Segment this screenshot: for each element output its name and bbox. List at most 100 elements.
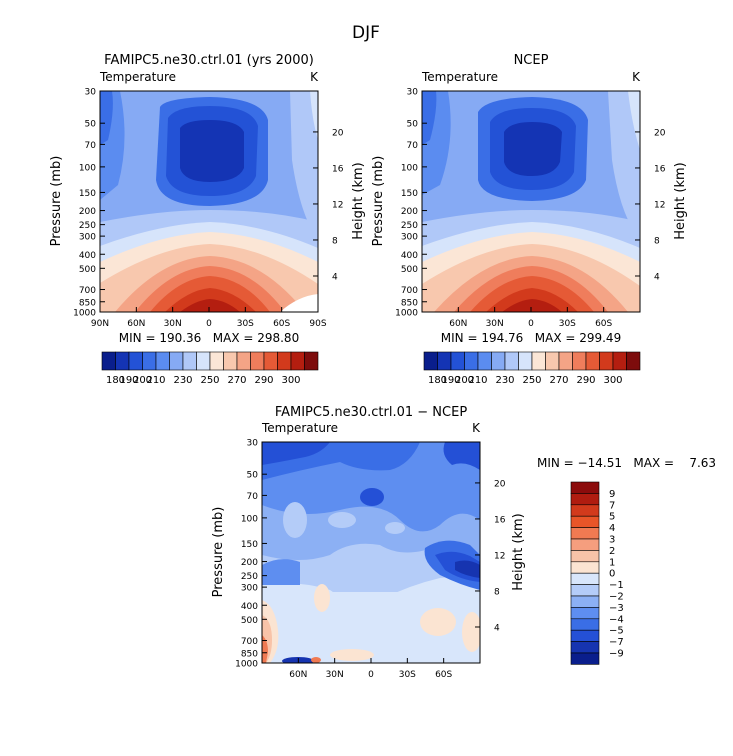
- contour-band: [443, 442, 480, 470]
- colorbar-swatch: [477, 351, 492, 371]
- x-tick-label: 60N: [449, 319, 467, 329]
- colorbar-swatch: [223, 351, 238, 371]
- y-tick-label: 150: [241, 540, 258, 550]
- y-tick-label: 850: [79, 298, 96, 308]
- colorbar-label: 270: [227, 375, 246, 386]
- colorbar-swatch: [182, 351, 197, 371]
- y-tick-label: 200: [401, 207, 418, 217]
- colorbar-swatch: [304, 351, 319, 371]
- contour-band: [328, 512, 356, 528]
- contour-band: [314, 584, 330, 612]
- y2-tick-label: 16: [654, 164, 666, 174]
- colorbar-label: −9: [609, 649, 624, 660]
- x-tick-label: 90S: [309, 319, 326, 329]
- contour-band: [422, 91, 437, 145]
- colorbar-swatch: [263, 351, 278, 371]
- colorbar-swatch: [570, 527, 600, 540]
- contour-band: [502, 299, 562, 312]
- colorbar-label: 200: [455, 375, 474, 386]
- x-tick-label: 30S: [559, 319, 576, 329]
- panel-diff-ylabel: Pressure (mb): [211, 507, 226, 598]
- colorbar-label: 3: [609, 535, 615, 546]
- panel-diff-stats: MIN = −14.51 MAX = 7.63: [537, 456, 716, 470]
- colorbar-swatch: [570, 629, 600, 642]
- colorbar-swatch: [545, 351, 560, 371]
- colorbar-swatch: [142, 351, 157, 371]
- panel-diff-y2label: Height (km): [511, 513, 526, 590]
- colorbar-label: 290: [576, 375, 595, 386]
- x-tick-label: 30S: [237, 319, 254, 329]
- colorbar-label: 9: [609, 489, 615, 500]
- panel-obs-stats: MIN = 194.76 MAX = 299.49: [441, 331, 621, 345]
- x-tick-label: 0: [206, 319, 212, 329]
- contour-band: [330, 649, 374, 661]
- y-tick-label: 700: [241, 637, 258, 647]
- panel-model-y2label: Height (km): [351, 162, 366, 239]
- colorbar-swatch: [570, 550, 600, 563]
- colorbar-swatch: [570, 481, 600, 494]
- y-tick-label: 700: [401, 286, 418, 296]
- colorbar-swatch: [612, 351, 627, 371]
- y-tick-label: 70: [407, 141, 419, 151]
- panel-obs-y2label: Height (km): [673, 162, 688, 239]
- colorbar-label: −2: [609, 592, 624, 603]
- y-tick-label: 400: [401, 251, 418, 261]
- colorbar-swatch: [450, 351, 465, 371]
- panel-diff-field: [262, 442, 480, 663]
- panel-diff: FAMIPC5.ne30.ctrl.01 − NCEP Temperature …: [211, 405, 716, 680]
- colorbar-label: 5: [609, 512, 615, 523]
- y-tick-label: 100: [241, 514, 258, 524]
- contour-band: [180, 120, 244, 182]
- colorbar-label: 7: [609, 500, 615, 511]
- colorbar-label: 230: [173, 375, 192, 386]
- colorbar-swatch: [504, 351, 519, 371]
- panel-model-title: FAMIPC5.ne30.ctrl.01 (yrs 2000): [104, 53, 314, 68]
- colorbar-swatch: [290, 351, 305, 371]
- y-tick-label: 850: [241, 649, 258, 659]
- colorbar-label: 300: [603, 375, 622, 386]
- colorbar-swatch: [570, 493, 600, 506]
- y-tick-label: 200: [79, 207, 96, 217]
- colorbar-swatch: [570, 607, 600, 620]
- contour-band: [420, 608, 456, 636]
- panel-model-field: [100, 91, 318, 312]
- panel-model-variable: Temperature: [99, 70, 176, 84]
- colorbar-swatch: [570, 652, 600, 665]
- contour-band: [608, 91, 640, 240]
- y2-tick-label: 8: [332, 236, 338, 246]
- colorbar-swatch: [570, 641, 600, 654]
- y2-tick-label: 16: [332, 164, 344, 174]
- contour-band: [311, 657, 321, 663]
- y-tick-label: 500: [241, 616, 258, 626]
- y2-tick-label: 4: [332, 272, 338, 282]
- colorbar-swatch: [570, 561, 600, 574]
- x-tick-label: 60S: [273, 319, 290, 329]
- colorbar-swatch: [277, 351, 292, 371]
- y2-tick-label: 20: [494, 479, 506, 489]
- colorbar-label: 250: [522, 375, 541, 386]
- panel-diff-units: K: [472, 421, 481, 435]
- y-tick-label: 70: [85, 141, 97, 151]
- y2-tick-label: 20: [332, 128, 344, 138]
- panel-model: FAMIPC5.ne30.ctrl.01 (yrs 2000) Temperat…: [49, 53, 366, 386]
- y-tick-label: 250: [79, 221, 96, 231]
- colorbar-swatch: [570, 572, 600, 585]
- panel-obs-variable: Temperature: [421, 70, 498, 84]
- x-tick-label: 30N: [326, 670, 344, 680]
- y-tick-label: 250: [401, 221, 418, 231]
- x-tick-label: 60N: [289, 670, 307, 680]
- y-tick-label: 30: [247, 439, 259, 449]
- colorbar-swatch: [423, 351, 438, 371]
- colorbar-label: 4: [609, 523, 615, 534]
- colorbar-label: 300: [281, 375, 300, 386]
- contour-band: [283, 502, 307, 538]
- panel-model-units: K: [310, 70, 319, 84]
- colorbar-swatch: [570, 504, 600, 517]
- colorbar-swatch: [209, 351, 224, 371]
- colorbar-label: 210: [468, 375, 487, 386]
- y-tick-label: 300: [401, 233, 418, 243]
- colorbar-swatch: [196, 351, 211, 371]
- colorbar-swatch: [115, 351, 130, 371]
